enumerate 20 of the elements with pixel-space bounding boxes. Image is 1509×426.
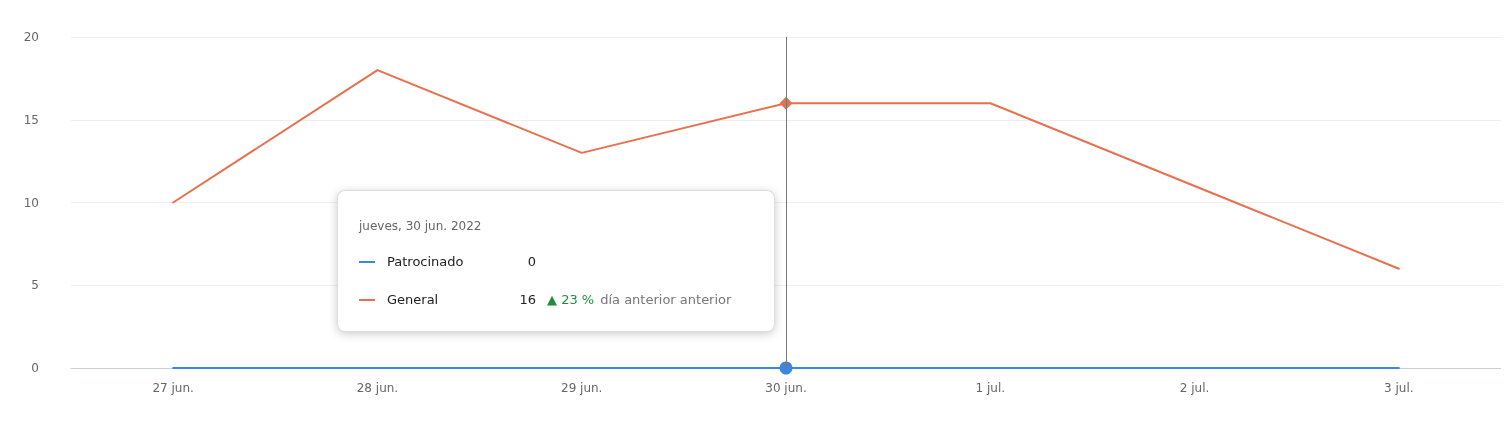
legend-label: Patrocinado [387, 254, 464, 269]
x-tick-label: 2 jul. [1179, 381, 1210, 395]
x-tick-label: 30 jun. [765, 381, 807, 395]
y-tick-label: 0 [31, 361, 39, 375]
annotation: 16 [518, 292, 536, 307]
y-tick-label: 5 [31, 278, 39, 293]
x-tick-label: 1 jul. [975, 381, 1006, 395]
y-tick-label: 15 [23, 112, 39, 127]
x-tick-label: 28 jun. [356, 381, 399, 395]
y-tick-label: 10 [23, 195, 39, 210]
x-tick-label: 3 jul. [1384, 381, 1414, 395]
legend-label: General [387, 292, 439, 307]
annotation: ▲ 23 % [547, 292, 595, 307]
x-tick-label: 27 jun. [152, 381, 194, 395]
y-tick-label: 20 [23, 30, 39, 44]
annotation: jueves, 30 jun. 2022 [359, 219, 482, 233]
x-tick-label: 29 jun. [560, 381, 603, 395]
annotation: día anterior anterior [600, 292, 732, 307]
annotation: 0 [526, 254, 536, 269]
line-series [172, 69, 1400, 270]
